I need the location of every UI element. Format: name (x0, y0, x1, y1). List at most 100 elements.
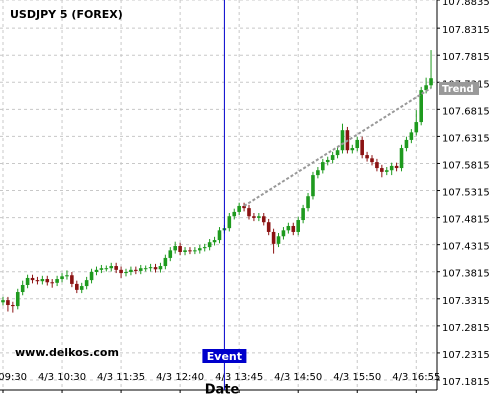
candle-body (173, 246, 177, 251)
candle-body (124, 271, 128, 274)
candle-body (286, 225, 291, 231)
candle-body (291, 225, 296, 232)
candle-body (119, 269, 123, 274)
event-label: Event (207, 350, 242, 363)
candle-body (335, 150, 340, 156)
candle-body (183, 250, 187, 252)
trend-label-box (439, 81, 479, 95)
candle-body (30, 277, 35, 281)
candle-body (129, 269, 133, 272)
candle-body (217, 230, 222, 241)
x-tick-label: 4/3 11:35 (97, 372, 145, 383)
candle-body (94, 269, 99, 272)
x-tick-label: 4/3 10:30 (38, 372, 86, 383)
candle-body (429, 78, 433, 86)
grid (0, 0, 437, 390)
candle-body (261, 216, 266, 223)
candle-body (45, 279, 50, 283)
candle-body (6, 300, 10, 306)
candle-body (350, 148, 355, 151)
event-label-box (202, 349, 247, 363)
candle-body (35, 280, 40, 282)
candle-body (409, 132, 414, 140)
candle-body (207, 242, 212, 248)
candle-body (55, 279, 59, 283)
candle-body (99, 268, 104, 270)
x-tick-label: 4/3 14:50 (274, 372, 322, 383)
candle-body (247, 208, 251, 217)
chart-title: USDJPY 5 (FOREX) (10, 8, 123, 21)
candle-body (143, 268, 148, 270)
candle-body (301, 208, 305, 221)
candle-body (365, 155, 369, 159)
candle-body (84, 280, 89, 287)
watermark: www.delkos.com (15, 346, 119, 359)
candle-body (316, 170, 320, 176)
candle-body (153, 267, 158, 270)
candle-body (419, 90, 423, 123)
candle-body (202, 247, 207, 249)
candle-body (384, 170, 389, 172)
candle-body (89, 271, 94, 281)
x-tick-label: 4/3 09:30 (0, 372, 27, 383)
y-tick-label: 107.5815 (442, 160, 490, 171)
candle-body (148, 267, 153, 269)
x-axis-title: Date (205, 383, 240, 398)
y-tick-label: 107.2315 (442, 350, 490, 361)
trend-line (243, 87, 432, 207)
candle-body (109, 266, 114, 269)
candle-body (252, 216, 256, 218)
candle-body (340, 130, 345, 151)
plot-area (0, 0, 437, 390)
candle-body (370, 158, 374, 163)
candle-body (266, 222, 271, 232)
y-tick-label: 107.8835 (442, 0, 490, 8)
candle-body (237, 205, 241, 212)
x-tick-label: 4/3 15:50 (333, 372, 381, 383)
candle-body (178, 246, 182, 252)
candle-body (271, 231, 276, 244)
candle-body (11, 305, 15, 307)
candle-body (40, 279, 45, 282)
candle-body (424, 85, 428, 91)
candle-body (212, 240, 217, 243)
candle-body (134, 269, 138, 271)
candle-body (281, 230, 286, 237)
candle-body (399, 148, 404, 169)
candle-body (114, 266, 118, 270)
candle-body (404, 139, 409, 149)
candle-body (75, 283, 79, 290)
candle-body (321, 162, 325, 171)
x-tick-label: 4/3 12:40 (156, 372, 204, 383)
candle-body (311, 175, 315, 197)
marks (1, 50, 433, 313)
candle-body (163, 257, 168, 267)
y-tick-label: 107.4815 (442, 215, 490, 226)
candle-body (325, 159, 330, 163)
candle-body (389, 165, 394, 171)
candle-body (104, 268, 109, 270)
y-tick-label: 107.1815 (442, 377, 490, 388)
candle-body (15, 292, 20, 307)
candle-body (79, 286, 84, 290)
candle-body (60, 276, 64, 280)
y-tick-label: 107.8315 (442, 25, 490, 36)
y-tick-label: 107.6315 (442, 133, 490, 144)
candle-body (198, 248, 202, 251)
candle-body (20, 284, 25, 293)
candle-body (360, 139, 364, 156)
candle-body (414, 122, 419, 133)
y-tick-label: 107.6815 (442, 106, 490, 117)
y-tick-label: 107.3315 (442, 296, 490, 307)
y-tick-label: 107.7815 (442, 52, 490, 63)
candle-body (276, 236, 281, 244)
candle-body (158, 266, 163, 270)
candle-body (25, 277, 30, 285)
candle-body (50, 282, 54, 284)
candle-body (188, 250, 192, 252)
y-tick-label: 107.5315 (442, 188, 490, 199)
x-tick-label: 4/3 13:45 (215, 372, 263, 383)
y-tick-label: 107.2815 (442, 323, 490, 334)
candle-body (232, 211, 237, 217)
